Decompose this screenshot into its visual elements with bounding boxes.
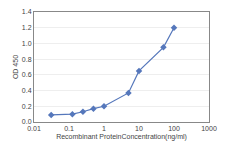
svg-text:0.1: 0.1 [64,125,74,132]
svg-text:1000: 1000 [201,125,217,132]
svg-text:OD 450: OD 450 [12,55,19,79]
svg-text:0.0: 0.0 [22,118,32,125]
svg-text:0.6: 0.6 [22,71,32,78]
svg-text:0.4: 0.4 [22,87,32,94]
svg-text:100: 100 [168,125,180,132]
svg-text:0.8: 0.8 [22,56,32,63]
svg-text:0.01: 0.01 [27,125,41,132]
svg-text:1.0: 1.0 [22,40,32,47]
svg-text:10: 10 [135,125,143,132]
svg-text:0.2: 0.2 [22,103,32,110]
svg-text:1.2: 1.2 [22,24,32,31]
svg-text:Recombinant ProteinConcentrati: Recombinant ProteinConcentration(ng/ml) [56,133,187,141]
svg-text:1.4: 1.4 [22,8,32,15]
svg-text:1: 1 [102,125,106,132]
